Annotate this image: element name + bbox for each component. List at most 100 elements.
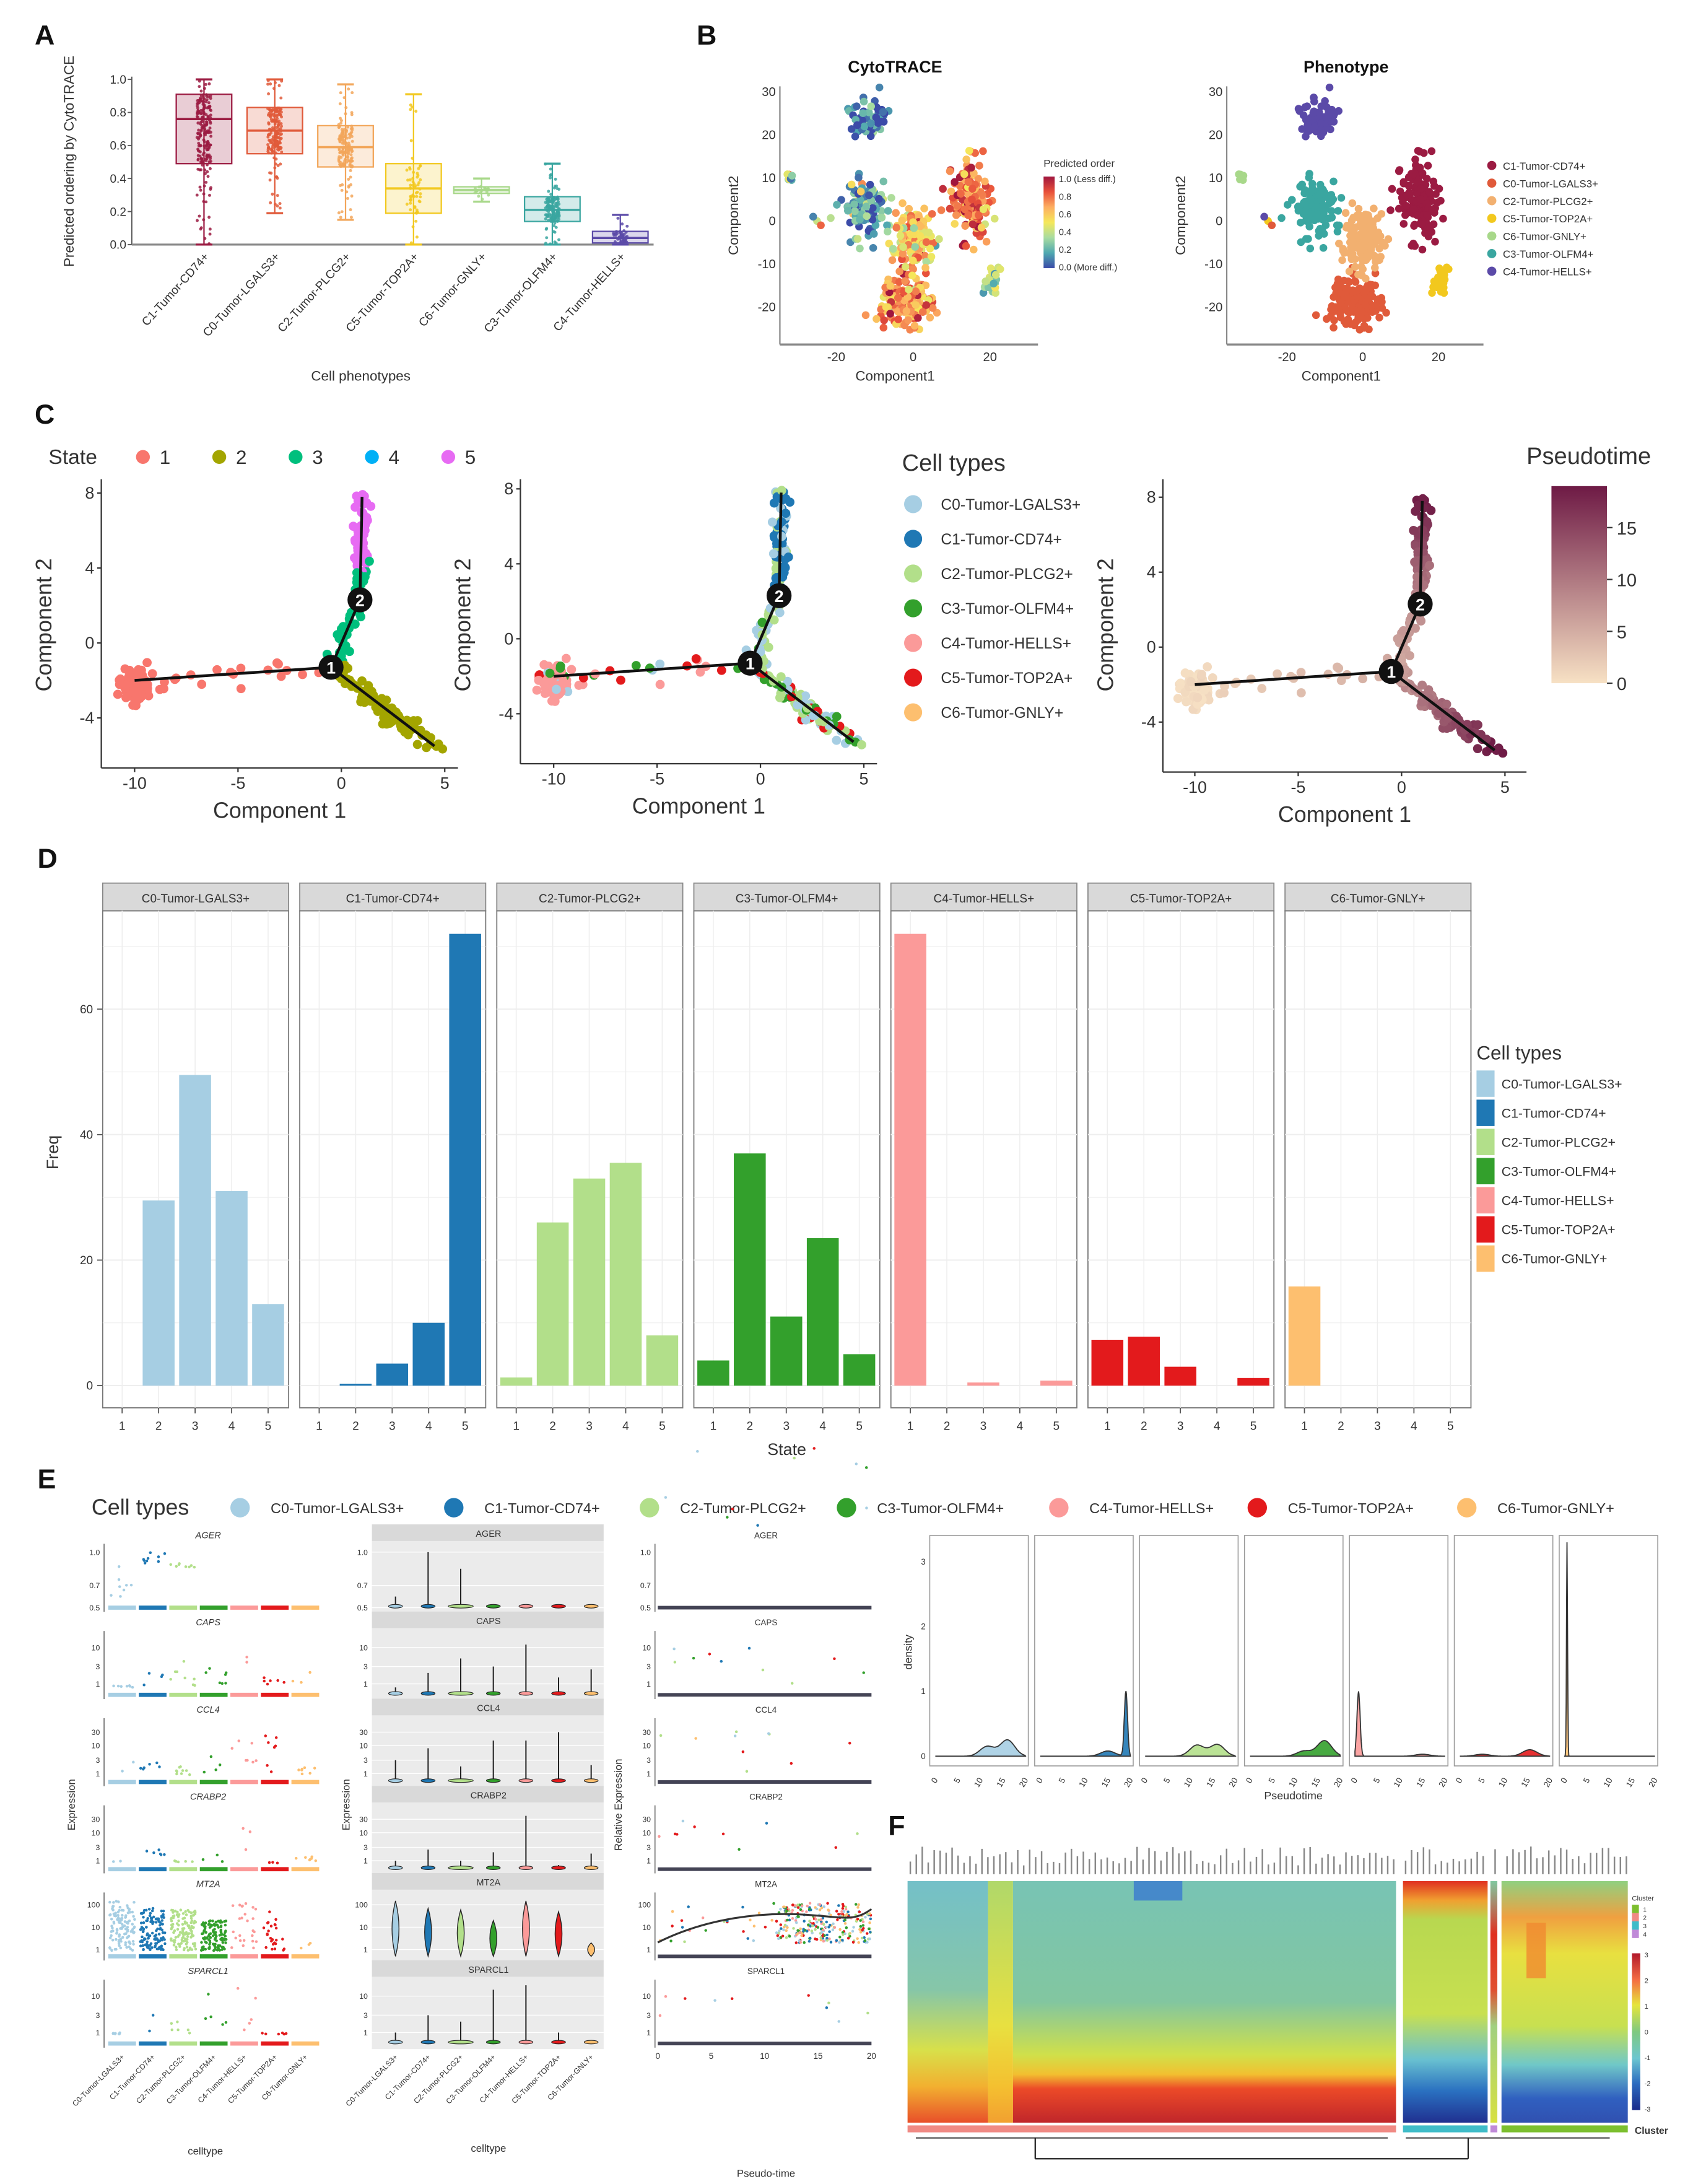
data-point	[1349, 243, 1357, 251]
x-tick-label: 20	[983, 351, 997, 364]
data-point	[1309, 109, 1318, 117]
cell-point	[381, 695, 391, 705]
data-point	[279, 162, 282, 166]
data-point	[547, 219, 550, 222]
data-point	[213, 1937, 217, 1941]
data-point	[905, 204, 913, 213]
cell-point	[1358, 674, 1368, 684]
data-point	[121, 1923, 124, 1926]
bar	[646, 1335, 679, 1386]
data-point	[202, 97, 206, 101]
data-point	[409, 183, 412, 187]
data-point	[266, 1682, 269, 1686]
violin-base	[518, 1691, 534, 1696]
bar	[1040, 1380, 1073, 1386]
violin-base	[388, 1604, 403, 1609]
y-tick-label: 1	[363, 1857, 368, 1866]
data-point	[337, 155, 341, 159]
data-point	[1361, 301, 1370, 309]
data-point	[188, 1565, 191, 1569]
data-point	[278, 202, 282, 206]
data-point	[207, 106, 211, 110]
data-point	[808, 1936, 812, 1940]
data-point	[419, 195, 422, 199]
data-point	[268, 1861, 271, 1864]
data-point	[342, 151, 346, 155]
baseline-points	[199, 2041, 228, 2046]
data-point	[110, 1594, 113, 1597]
data-point	[170, 2028, 173, 2032]
data-point	[176, 2028, 180, 2032]
data-point	[271, 1947, 274, 1951]
data-point	[815, 1907, 819, 1911]
violin-base	[388, 1778, 403, 1783]
data-point	[842, 1904, 845, 1908]
data-point	[1425, 189, 1434, 197]
data-point	[864, 1916, 867, 1919]
baseline-points	[169, 1867, 198, 1872]
data-point	[111, 1905, 115, 1908]
data-point	[826, 1902, 829, 1905]
baseline-points	[169, 1605, 198, 1610]
bar	[770, 1316, 803, 1386]
baseline-points	[291, 1692, 320, 1697]
data-point	[147, 1908, 151, 1911]
data-point	[202, 184, 206, 188]
data-point	[549, 213, 553, 217]
data-point	[785, 1936, 788, 1939]
cell-point	[272, 658, 282, 668]
data-point	[1316, 180, 1325, 189]
data-point	[200, 118, 204, 121]
data-point	[620, 240, 624, 243]
data-point	[266, 1764, 269, 1767]
data-point	[198, 214, 201, 218]
data-point	[273, 1923, 277, 1926]
legend-swatch	[1476, 1129, 1495, 1155]
data-point	[806, 1929, 809, 1933]
data-point	[276, 1861, 279, 1864]
legend-marker	[1487, 178, 1497, 188]
y-tick-label: 0.7	[640, 1581, 651, 1590]
data-point	[807, 1939, 811, 1943]
data-point	[622, 236, 625, 240]
data-point	[910, 224, 918, 232]
data-point	[133, 1918, 136, 1921]
legend-label: C3-Tumor-OLFM4+	[877, 1500, 1004, 1516]
data-point	[133, 1925, 136, 1929]
data-point	[254, 1996, 257, 2000]
data-point	[1317, 102, 1326, 110]
data-point	[853, 235, 862, 243]
data-point	[919, 308, 927, 316]
data-point	[414, 219, 418, 223]
data-point	[408, 166, 412, 170]
x-axis-title: celltype	[188, 2145, 223, 2157]
data-point	[776, 1934, 780, 1937]
data-point	[189, 1911, 193, 1915]
data-point	[479, 191, 482, 194]
data-point	[956, 181, 964, 190]
data-point	[726, 1516, 729, 1519]
cell-point	[338, 622, 348, 631]
data-point	[1333, 227, 1342, 236]
facet-title: C0-Tumor-LGALS3+	[142, 893, 250, 906]
data-point	[279, 127, 282, 131]
y-tick-label: 0.5	[357, 1604, 368, 1612]
data-point	[199, 94, 203, 97]
data-point	[809, 212, 817, 221]
y-tick-label: 10	[359, 1828, 368, 1837]
data-point	[141, 1930, 145, 1934]
data-point	[547, 190, 551, 193]
gene-title: MT2A	[755, 1879, 777, 1889]
data-point	[139, 1767, 142, 1770]
data-point	[250, 2018, 253, 2021]
cell-point	[1257, 684, 1267, 693]
cell-point	[767, 517, 777, 527]
data-point	[749, 1918, 752, 1921]
data-point	[741, 1750, 745, 1754]
data-point	[113, 2032, 117, 2035]
data-point	[120, 1940, 123, 1943]
data-point	[202, 218, 206, 222]
data-point	[1317, 132, 1325, 141]
data-point	[196, 102, 199, 105]
data-point	[946, 204, 954, 213]
